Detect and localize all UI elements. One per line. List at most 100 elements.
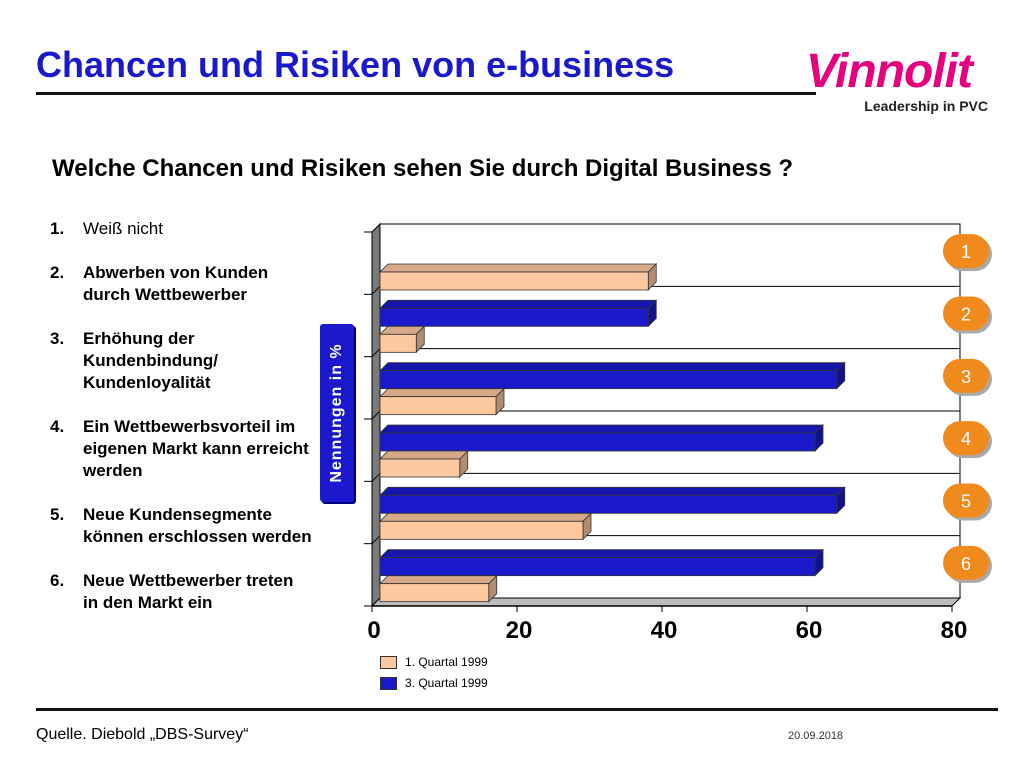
bar-q1-cat4-side	[459, 450, 469, 478]
bar-q1-cat6-top	[379, 575, 498, 585]
bar-q3-cat2-side	[647, 299, 657, 328]
y-axis-label-badge: Nennungen in %	[320, 324, 354, 502]
bar-q1-cat6-side	[488, 574, 498, 603]
bar-q1-cat3-side	[495, 387, 505, 416]
answer-number: 5.	[50, 505, 65, 524]
bar-q3-cat2-top	[379, 299, 658, 309]
answer-item-6: 6. Neue Wettbewerber treten in den Markt…	[50, 570, 312, 614]
bar-q1-cat1	[379, 271, 649, 291]
legend-entry-q3: 3. Quartal 1999	[380, 676, 488, 690]
answer-number: 2.	[50, 263, 65, 282]
legend-swatch-q3	[380, 676, 397, 690]
answer-item-5: 5. Neue Kundensegmente können erschlosse…	[50, 504, 312, 548]
bar-q1-cat1-top	[379, 263, 658, 273]
bar-q3-cat3-top	[379, 362, 846, 372]
bar-q1-cat3-top	[379, 388, 505, 398]
x-tick-label: 0	[367, 617, 380, 644]
bar-q1-cat2-top	[379, 325, 426, 335]
page-title: Chancen und Risiken von e-business	[36, 44, 675, 85]
bar-q3-cat6-top	[379, 549, 824, 559]
category-badge-shadow	[946, 237, 992, 272]
legend-entry-q1: 1. Quartal 1999	[380, 655, 488, 669]
bar-q1-cat2	[379, 333, 417, 353]
bar-q1-cat1-side	[647, 263, 657, 291]
x-tick-label: 60	[796, 617, 823, 644]
chart-floor	[370, 597, 962, 607]
slide-date: 20.09.2018	[788, 730, 844, 742]
title-divider	[36, 92, 816, 95]
legend-label-q3: 3. Quartal 1999	[405, 676, 488, 690]
category-label: 6	[961, 554, 971, 574]
answer-item-4: 4. Ein Wettbewerbsvorteil im eigenen Mar…	[50, 416, 312, 482]
chart-left-wall	[371, 222, 381, 608]
category-badge	[943, 421, 989, 456]
gridline-depth	[371, 348, 381, 358]
gridline-depth	[371, 472, 381, 482]
chart-legend: 1. Quartal 1999 3. Quartal 1999	[380, 655, 488, 697]
bar-q3-cat5	[379, 494, 838, 514]
legend-swatch-q1	[380, 655, 397, 669]
answer-item-2: 2. Abwerben von Kunden durch Wettbewerbe…	[50, 262, 312, 306]
category-badge-shadow	[946, 361, 992, 396]
gridline-depth	[371, 285, 381, 295]
survey-question: Welche Chancen und Risiken sehen Sie dur…	[52, 155, 794, 182]
bar-q3-cat3-side	[836, 361, 846, 390]
bar-q1-cat6	[379, 583, 490, 603]
bar-q1-cat5	[379, 520, 584, 540]
gridline-depth	[371, 535, 381, 545]
category-badge-shadow	[946, 299, 992, 334]
bar-q3-cat5-side	[836, 486, 846, 515]
answer-number: 4.	[50, 417, 65, 436]
answer-number: 6.	[50, 571, 65, 590]
footer-divider	[36, 708, 998, 711]
x-tick-label: 20	[506, 617, 533, 644]
logo-tagline: Leadership in PVC	[864, 98, 988, 114]
answer-text: Neue Wettbewerber treten in den Markt ei…	[83, 571, 294, 612]
bar-q3-cat4-side	[814, 424, 824, 452]
answer-text: Weiß nicht	[83, 219, 163, 238]
bar-q3-cat4	[379, 432, 816, 452]
bar-q1-cat4	[379, 458, 461, 478]
x-tick-label: 40	[651, 617, 678, 644]
legend-label-q1: 1. Quartal 1999	[405, 655, 488, 669]
chart-back-wall	[379, 223, 961, 599]
answer-number: 3.	[50, 329, 65, 348]
answer-text: Ein Wettbewerbsvorteil im eigenen Markt …	[83, 417, 309, 480]
category-label: 3	[961, 367, 971, 387]
answer-text: Erhöhung der Kundenbindung/ Kundenloyali…	[83, 329, 219, 392]
category-badge	[943, 358, 989, 393]
bar-q3-cat3	[379, 370, 838, 390]
category-label: 5	[961, 492, 971, 512]
bar-q3-cat2	[379, 307, 649, 327]
answer-item-3: 3. Erhöhung der Kundenbindung/ Kundenloy…	[50, 328, 312, 394]
source-note: Quelle. Diebold „DBS-Survey“	[36, 726, 249, 743]
bar-q3-cat5-top	[379, 486, 846, 496]
category-badge	[943, 545, 989, 580]
bar-q1-cat3	[379, 396, 497, 416]
bar-q1-cat2-side	[415, 325, 425, 354]
category-badge-shadow	[946, 486, 992, 521]
bar-q3-cat6-side	[814, 548, 824, 577]
y-axis-label: Nennungen in %	[328, 343, 345, 483]
logo-wordmark: Vinnolit	[805, 45, 973, 98]
answer-text: Neue Kundensegmente können erschlossen w…	[83, 505, 312, 546]
bar-q1-cat5-side	[582, 512, 592, 541]
answer-number: 1.	[50, 219, 65, 238]
bar-q3-cat4-top	[379, 424, 824, 434]
answer-item-1: 1. Weiß nicht	[50, 218, 312, 240]
bar-q1-cat4-top	[379, 450, 469, 460]
category-badge	[943, 483, 989, 518]
category-badge-shadow	[946, 424, 992, 459]
category-badge	[943, 296, 989, 331]
category-label: 4	[961, 429, 971, 449]
bar-q1-cat5-top	[379, 512, 592, 522]
answer-list: 1. Weiß nicht 2. Abwerben von Kunden dur…	[50, 218, 312, 636]
x-tick-label: 80	[941, 617, 968, 644]
bar-q3-cat6	[379, 557, 816, 577]
company-logo: Vinnolit Leadership in PVC	[806, 44, 992, 119]
category-label: 1	[961, 242, 971, 262]
answer-text: Abwerben von Kunden durch Wettbewerber	[83, 263, 269, 304]
category-badge-shadow	[946, 548, 992, 583]
category-label: 2	[961, 305, 971, 325]
gridline-depth	[371, 410, 381, 420]
